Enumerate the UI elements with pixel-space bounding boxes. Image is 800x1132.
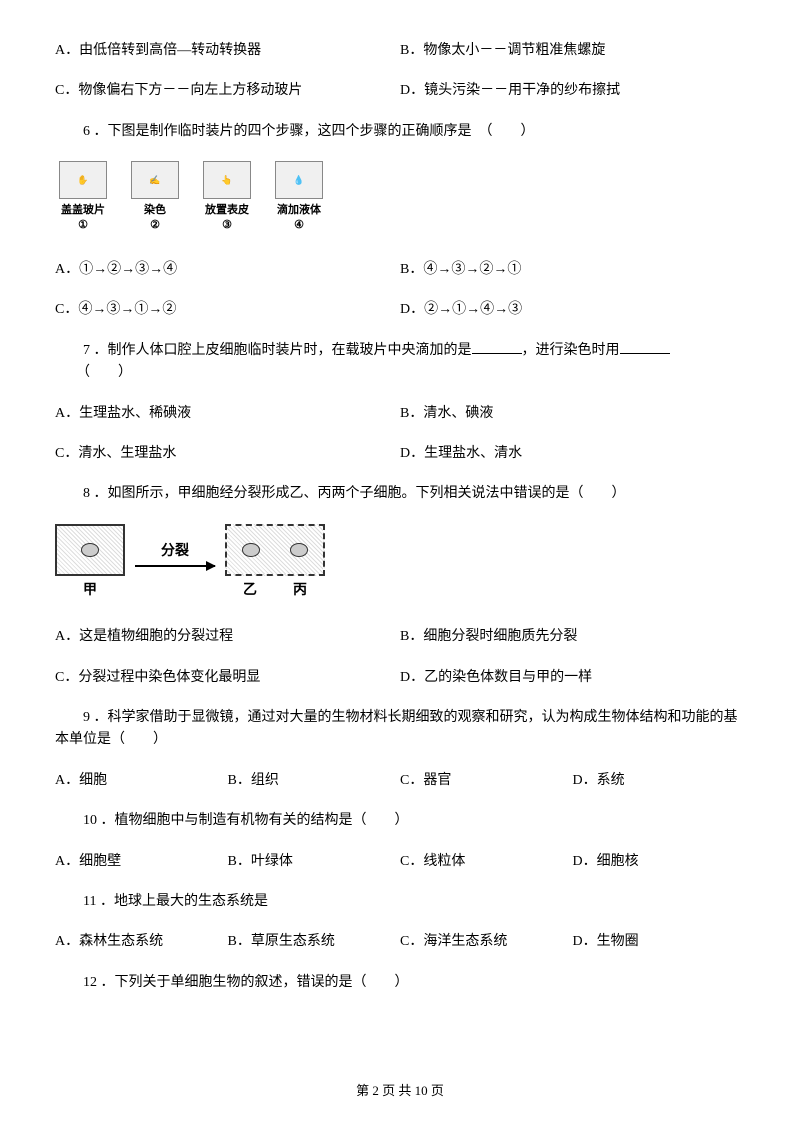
q6-step-1: ✋ 盖盖玻片 ① bbox=[55, 161, 111, 235]
q10-options: A．细胞壁 B．叶绿体 C．线粒体 D．细胞核 bbox=[55, 851, 745, 873]
q10-option-a: A．细胞壁 bbox=[55, 851, 228, 873]
q7-stem-prefix: 7 ．制作人体口腔上皮细胞临时装片时，在载玻片中央滴加的是 bbox=[83, 343, 472, 358]
q10-stem: 10 ．植物细胞中与制造有机物有关的结构是（ ） bbox=[55, 810, 745, 832]
q5-options-row2: C．物像偏右下方－－向左上方移动玻片 D．镜头污染－－用干净的纱布擦拭 bbox=[55, 80, 745, 102]
q6-option-c: C．④→③→①→② bbox=[55, 299, 400, 321]
q11-option-a: A．森林生态系统 bbox=[55, 931, 228, 953]
q7-option-a: A．生理盐水、稀碘液 bbox=[55, 403, 400, 425]
q8-option-a: A．这是植物细胞的分裂过程 bbox=[55, 626, 400, 648]
q7-stem: 7 ．制作人体口腔上皮细胞临时装片时，在载玻片中央滴加的是 ，进行染色时用 （ ） bbox=[55, 340, 745, 385]
q8-label-jia: 甲 bbox=[83, 580, 97, 602]
q10-option-c: C．线粒体 bbox=[400, 851, 573, 873]
q12-stem: 12 ．下列关于单细胞生物的叙述，错误的是（ ） bbox=[55, 972, 745, 994]
q7-options-row1: A．生理盐水、稀碘液 B．清水、碘液 bbox=[55, 403, 745, 425]
q8-cell-jia bbox=[55, 524, 125, 576]
q6-diagram: ✋ 盖盖玻片 ① ✍ 染色 ② 👆 放置表皮 ③ 💧 滴加液体 ④ bbox=[55, 161, 745, 235]
q6-step-4: 💧 滴加液体 ④ bbox=[271, 161, 327, 235]
q9-options: A．细胞 B．组织 C．器官 D．系统 bbox=[55, 770, 745, 792]
q9-option-d: D．系统 bbox=[573, 770, 746, 792]
q8-diagram: 甲 分裂 乙 丙 bbox=[55, 524, 745, 602]
q7-stem-suffix: （ ） bbox=[55, 365, 132, 380]
q11-option-b: B．草原生态系统 bbox=[228, 931, 401, 953]
q7-blank-1 bbox=[472, 353, 522, 354]
q6-step-2: ✍ 染色 ② bbox=[127, 161, 183, 235]
q8-labels-pair: 乙 丙 bbox=[225, 580, 325, 602]
q8-cell-yibing bbox=[225, 524, 325, 576]
q9-stem: 9 ．科学家借助于显微镜，通过对大量的生物材料长期细致的观察和研究，认为构成生物… bbox=[55, 707, 745, 752]
q8-nucleus-jia bbox=[81, 543, 99, 557]
q8-cell-jia-col: 甲 bbox=[55, 524, 125, 602]
q11-option-c: C．海洋生态系统 bbox=[400, 931, 573, 953]
q6-stem: 6 ．下图是制作临时装片的四个步骤，这四个步骤的正确顺序是 （ ） bbox=[55, 121, 745, 143]
q5-options-row1: A．由低倍转到高倍—转动转换器 B．物像太小－－调节粗准焦螺旋 bbox=[55, 40, 745, 62]
q5-option-c: C．物像偏右下方－－向左上方移动玻片 bbox=[55, 80, 400, 102]
q6-options-row2: C．④→③→①→② D．②→①→④→③ bbox=[55, 299, 745, 321]
q5-option-d: D．镜头污染－－用干净的纱布擦拭 bbox=[400, 80, 745, 102]
q8-option-c: C．分裂过程中染色体变化最明显 bbox=[55, 667, 400, 689]
q6-step-3-num: ③ bbox=[222, 217, 232, 235]
q6-step-1-num: ① bbox=[78, 217, 88, 235]
q6-option-a: A．①→②→③→④ bbox=[55, 259, 400, 281]
q5-option-a: A．由低倍转到高倍—转动转换器 bbox=[55, 40, 400, 62]
q9-option-c: C．器官 bbox=[400, 770, 573, 792]
q7-option-c: C．清水、生理盐水 bbox=[55, 443, 400, 465]
q11-options: A．森林生态系统 B．草原生态系统 C．海洋生态系统 D．生物圈 bbox=[55, 931, 745, 953]
q8-stem: 8 ．如图所示，甲细胞经分裂形成乙、丙两个子细胞。下列相关说法中错误的是（ ） bbox=[55, 483, 745, 505]
q6-options-row1: A．①→②→③→④ B．④→③→②→① bbox=[55, 259, 745, 281]
q8-arrow: 分裂 bbox=[135, 541, 215, 585]
q6-step-1-icon: ✋ bbox=[59, 161, 107, 199]
q8-options-row1: A．这是植物细胞的分裂过程 B．细胞分裂时细胞质先分裂 bbox=[55, 626, 745, 648]
q7-option-b: B．清水、碘液 bbox=[400, 403, 745, 425]
q8-nucleus-bing bbox=[290, 543, 308, 557]
q11-option-d: D．生物圈 bbox=[573, 931, 746, 953]
q6-step-1-label: 盖盖玻片 bbox=[61, 203, 105, 217]
q6-option-b: B．④→③→②→① bbox=[400, 259, 745, 281]
q6-option-d: D．②→①→④→③ bbox=[400, 299, 745, 321]
q6-step-3-icon: 👆 bbox=[203, 161, 251, 199]
q8-arrow-label: 分裂 bbox=[135, 541, 215, 563]
q7-blank-2 bbox=[620, 353, 670, 354]
page-footer: 第 2 页 共 10 页 bbox=[0, 1081, 800, 1102]
q6-step-2-num: ② bbox=[150, 217, 160, 235]
q7-option-d: D．生理盐水、清水 bbox=[400, 443, 745, 465]
q8-option-d: D．乙的染色体数目与甲的一样 bbox=[400, 667, 745, 689]
q8-label-yi: 乙 bbox=[243, 580, 257, 602]
q9-option-a: A．细胞 bbox=[55, 770, 228, 792]
q6-step-4-icon: 💧 bbox=[275, 161, 323, 199]
q6-step-2-icon: ✍ bbox=[131, 161, 179, 199]
q8-label-bing: 丙 bbox=[293, 580, 307, 602]
q5-option-b: B．物像太小－－调节粗准焦螺旋 bbox=[400, 40, 745, 62]
q6-step-4-label: 滴加液体 bbox=[277, 203, 321, 217]
q10-option-b: B．叶绿体 bbox=[228, 851, 401, 873]
q11-stem: 11 ．地球上最大的生态系统是 bbox=[55, 891, 745, 913]
q6-step-2-label: 染色 bbox=[144, 203, 166, 217]
q6-step-3-label: 放置表皮 bbox=[205, 203, 249, 217]
q8-cell-yibing-col: 乙 丙 bbox=[225, 524, 325, 602]
q6-step-3: 👆 放置表皮 ③ bbox=[199, 161, 255, 235]
q9-option-b: B．组织 bbox=[228, 770, 401, 792]
q8-options-row2: C．分裂过程中染色体变化最明显 D．乙的染色体数目与甲的一样 bbox=[55, 667, 745, 689]
q10-option-d: D．细胞核 bbox=[573, 851, 746, 873]
q8-arrow-line-icon bbox=[135, 565, 215, 567]
q8-option-b: B．细胞分裂时细胞质先分裂 bbox=[400, 626, 745, 648]
q7-options-row2: C．清水、生理盐水 D．生理盐水、清水 bbox=[55, 443, 745, 465]
q6-step-4-num: ④ bbox=[294, 217, 304, 235]
q7-stem-mid: ，进行染色时用 bbox=[522, 343, 620, 358]
q8-nucleus-yi bbox=[242, 543, 260, 557]
